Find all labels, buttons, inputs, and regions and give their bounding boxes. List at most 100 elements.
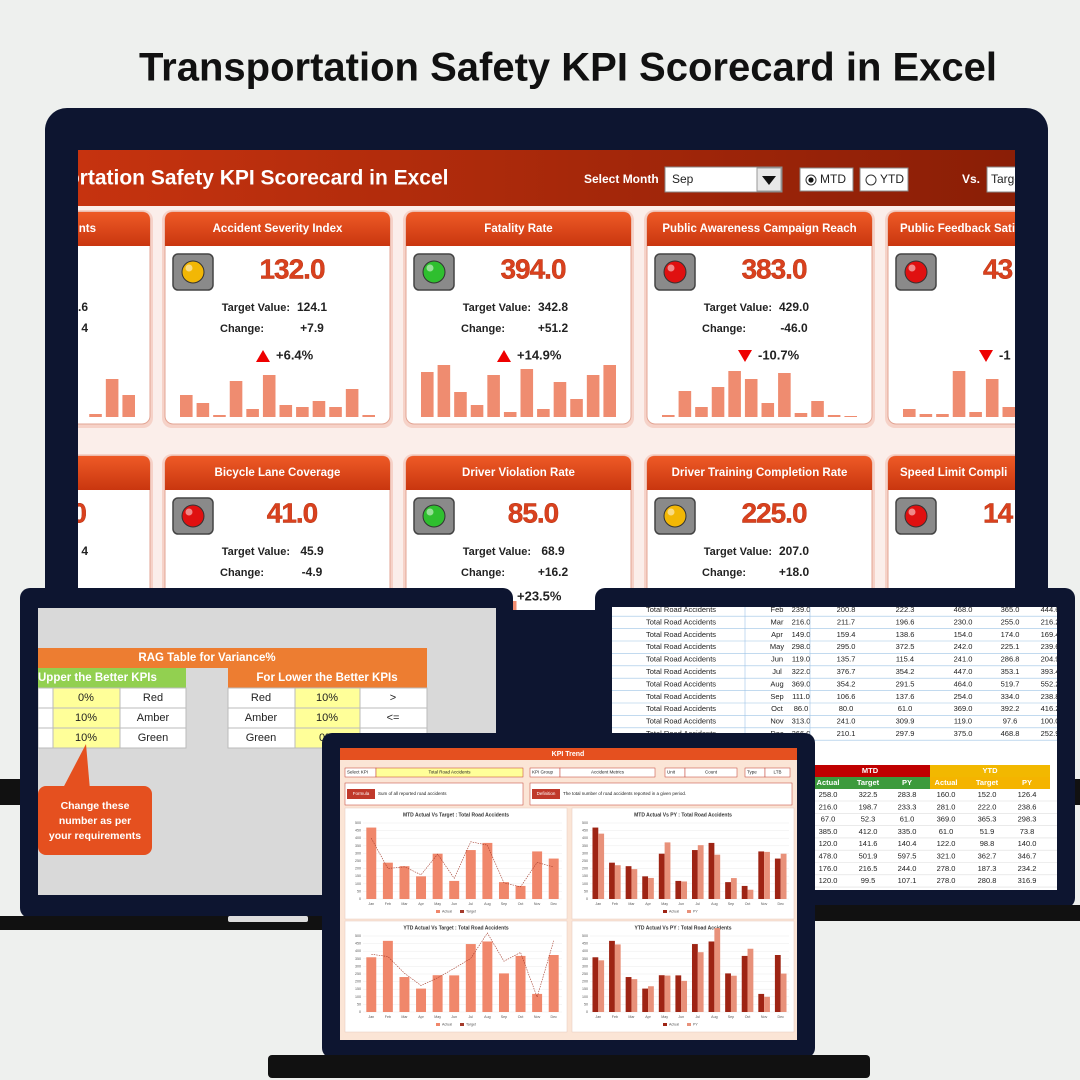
field-label: Unit [667,770,676,775]
table-cell: 412.0 [859,827,878,836]
x-tick-label: Jun [678,1015,684,1019]
cell [119,727,187,749]
bar [515,955,526,1012]
month-label: Select Month [584,172,659,186]
change-label: Change: [220,567,264,579]
trend-bar [213,415,226,417]
x-tick-label: May [434,902,441,906]
x-tick-label: Nov [534,1015,541,1019]
field-value-box[interactable] [375,767,524,778]
column-header: Actual [817,778,840,787]
table-cell: 501.9 [859,851,878,860]
bar [625,866,632,899]
table-cell: 447.0 [954,667,973,676]
table-cell: 233.3 [898,802,917,811]
trend-bar [761,403,775,417]
dashboard-screen: Transportation Safety KPI Scorecard in E… [78,150,1047,610]
table-cell: 97.6 [1003,717,1018,726]
x-tick-label: Apr [418,1015,424,1019]
bar [548,955,559,1012]
table-cell: 111.0 [792,692,810,701]
legend-label: Target [466,1022,476,1026]
target-label: Target Value: [463,546,531,558]
change-label: Change: [461,323,505,335]
bar [449,975,460,1012]
trend-bar [811,401,824,417]
card-header [888,456,1015,490]
bar [780,973,787,1012]
y-tick-label: 500 [582,821,588,825]
table-cell: 196.6 [896,617,915,626]
table-cell: 140.0 [1018,839,1037,848]
info-label: Formula [353,791,370,796]
bar [642,988,649,1012]
table-cell: 98.8 [980,839,995,848]
rag-status: Amber [245,712,278,724]
bar [764,851,770,899]
x-tick-label: Dec [778,902,785,906]
table-cell: 278.0 [937,864,956,873]
bar [548,858,559,899]
column-header: Target [976,778,999,787]
bar [730,975,737,1012]
card-header [78,212,150,246]
bar [399,977,410,1012]
change-label: Change: [702,323,746,335]
bar [648,986,654,1012]
trend-bar [122,395,135,417]
table-cell: 478.0 [819,851,838,860]
change-value: +18.0 [779,565,810,579]
x-tick-label: Jun [451,1015,457,1019]
x-tick-label: Oct [745,902,751,906]
x-tick-label: Jul [695,902,700,906]
table-cell: 286.8 [1001,655,1020,664]
trend-bar [296,407,309,417]
x-tick-label: Jun [451,902,457,906]
status-light [663,260,687,284]
x-tick-label: Apr [645,902,651,906]
bar [708,842,715,899]
bar [741,955,748,1012]
rag-operator: > [390,692,396,704]
table-cell: 369.0 [792,679,811,688]
trend-bar [678,391,692,417]
field-label: Select KPI [347,770,368,775]
card-header [78,456,150,490]
table-cell: 198.7 [859,802,878,811]
table-cell: 187.3 [978,864,997,873]
card-header [647,212,872,246]
table-cell: 392.2 [1001,704,1020,713]
table-cell: 335.0 [898,827,917,836]
card-header [647,456,872,490]
trend-bar [421,372,434,417]
table-cell: 230.0 [954,617,973,626]
trend-bar [695,407,708,417]
x-tick-label: Apr [645,1015,651,1019]
card-title: Accident Severity Index [213,223,343,235]
kpi-name: Total Road Accidents [646,617,716,626]
trend-bar [312,401,326,417]
trend-title: KPI Trend [552,751,585,758]
table-cell: 169.4 [1041,630,1060,639]
bar [498,973,509,1012]
y-tick-label: 50 [584,889,588,893]
table-cell: 119.0 [792,655,810,664]
y-tick-label: 200 [582,867,588,871]
change-label: Change: [220,323,264,335]
trend-bar [794,413,808,417]
compare-select[interactable] [986,166,1047,193]
arrow-up [497,350,511,362]
trend-bar [969,412,982,417]
radio-button[interactable] [799,167,854,192]
bar [614,944,621,1012]
table-cell: 115.4 [896,655,914,664]
x-tick-label: Feb [385,1015,391,1019]
cell [38,707,54,729]
table-cell: 255.0 [1001,617,1020,626]
status-light-shine [426,508,434,516]
kpi-value: 394.0 [500,253,565,284]
y-tick-label: 150 [355,874,361,878]
trend-bar [180,395,193,417]
callout [38,786,152,855]
table-cell: 106.6 [837,692,856,701]
